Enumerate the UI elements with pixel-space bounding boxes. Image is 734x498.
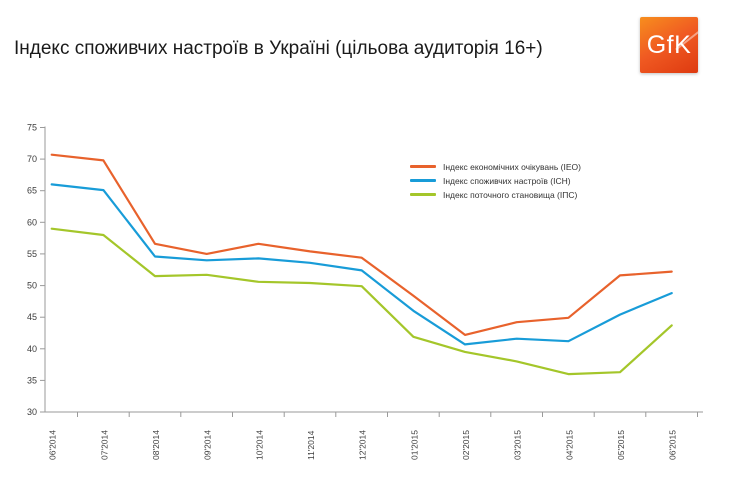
- y-axis: 30 35 40 45 50 55 60 65 70 75: [27, 123, 46, 417]
- legend-item: Індекс економічних очікувань (ІЕО): [410, 161, 581, 172]
- series-line-2: [50, 227, 673, 376]
- page-title: Індекс споживчих настроїв в Україні (ціл…: [14, 38, 543, 59]
- x-tick-label: 03'2015: [513, 430, 523, 460]
- y-tick-label: 45: [27, 312, 37, 322]
- y-tick-label: 75: [27, 123, 37, 133]
- y-tick-label: 35: [27, 375, 37, 385]
- y-tick-label: 50: [27, 281, 37, 291]
- x-tick-label: 06'2015: [668, 430, 678, 460]
- x-tick-label: 02'2015: [461, 430, 471, 460]
- y-tick-label: 65: [27, 186, 37, 196]
- y-tick-label: 55: [27, 249, 37, 259]
- x-tick-label: 10'2014: [254, 430, 264, 460]
- y-tick-label: 30: [27, 407, 37, 417]
- legend-swatch: [410, 165, 436, 168]
- x-axis: 06'2014 07'2014 08'2014 09'2014 10'2014 11'20…: [45, 411, 703, 460]
- legend-label: Індекс споживчих настроїв (ІСН): [443, 175, 571, 186]
- x-tick-label: 08'2014: [151, 430, 161, 460]
- y-tick-label: 60: [27, 217, 37, 227]
- x-tick-label: 12'2014: [358, 430, 368, 460]
- legend-label: Індекс економічних очікувань (ІЕО): [443, 161, 581, 172]
- gfk-logo: GfK: [640, 17, 698, 73]
- series-line-1: [50, 183, 673, 346]
- legend-label: Індекс поточного становища (ІПС): [443, 189, 578, 200]
- x-tick-label: 04'2015: [564, 430, 574, 460]
- x-tick-label: 07'2014: [99, 430, 109, 460]
- legend-swatch: [410, 179, 436, 182]
- x-tick-label: 11'2014: [306, 430, 316, 460]
- legend-item: Індекс поточного становища (ІПС): [410, 189, 581, 200]
- y-tick-label: 70: [27, 154, 37, 164]
- legend-swatch: [410, 193, 436, 196]
- series-line-0: [50, 153, 673, 336]
- x-tick-label: 09'2014: [203, 430, 213, 460]
- x-tick-label: 01'2015: [409, 430, 419, 460]
- y-tick-label: 40: [27, 344, 37, 354]
- chart-legend: Індекс економічних очікувань (ІЕО) Індекс…: [410, 161, 581, 200]
- x-tick-label: 06'2014: [48, 430, 58, 460]
- x-tick-label: 05'2015: [616, 430, 626, 460]
- legend-item: Індекс споживчих настроїв (ІСН): [410, 175, 581, 186]
